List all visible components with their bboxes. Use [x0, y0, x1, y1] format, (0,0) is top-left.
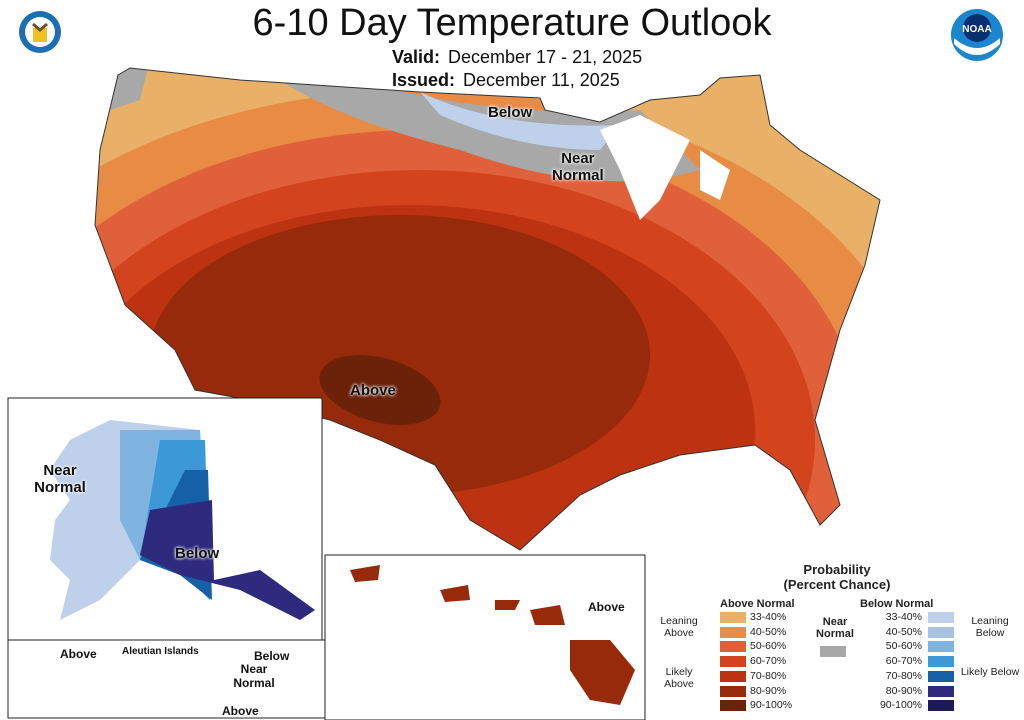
leaning-above-label: Leaning Above — [660, 615, 698, 639]
hawaii-above-label: Above — [588, 600, 625, 614]
above-swatch — [720, 656, 746, 668]
below-normal-header: Below Normal — [860, 598, 934, 610]
below-range-label: 90-100% — [879, 699, 922, 712]
aleutian-near-normal-label: Near Normal — [233, 662, 275, 690]
below-range-label: 70-80% — [885, 669, 922, 682]
above-range-label: 50-60% — [750, 640, 787, 653]
legend-subtitle: (Percent Chance) — [783, 577, 891, 592]
above-range-label: 60-70% — [750, 655, 787, 668]
above-range-label: 80-90% — [750, 684, 787, 697]
below-range-label: 50-60% — [885, 640, 922, 653]
probability-legend: Probability (Percent Chance) Above Normal… — [650, 560, 1024, 720]
above-swatch — [720, 700, 746, 712]
above-range-label: 90-100% — [750, 699, 793, 712]
below-swatch — [928, 700, 954, 712]
valid-label: Valid: — [392, 47, 441, 67]
leaning-below-label: Leaning Below — [971, 615, 1009, 639]
band-90-100 — [319, 355, 441, 425]
valid-dates: Valid: December 17 - 21, 2025 — [392, 47, 642, 68]
likely-below-label: Likely Below — [960, 666, 1020, 678]
below-swatch — [928, 656, 954, 668]
legend-title-text: Probability — [803, 562, 871, 577]
above-range-label: 33-40% — [750, 611, 787, 623]
below-swatch — [928, 626, 954, 638]
above-range-label: 40-50% — [750, 625, 787, 638]
above-swatch — [720, 612, 746, 623]
alaska-near-normal-label: Near Normal — [34, 462, 86, 496]
aleutian-below-label: Below — [254, 649, 290, 663]
issued-label: Issued: — [392, 70, 456, 90]
aleutian-title: Aleutian Islands — [122, 646, 199, 657]
below-swatch — [928, 612, 954, 623]
below-swatch — [928, 685, 954, 697]
issued-value: December 11, 2025 — [463, 70, 620, 90]
below-area — [420, 92, 620, 150]
below-range-label: 33-40% — [885, 611, 922, 623]
legend-title: Probability (Percent Chance) — [650, 562, 1024, 592]
conus-near-normal-label: Near Normal — [552, 150, 604, 184]
conus-above-label: Above — [350, 382, 396, 399]
below-range-label: 60-70% — [885, 655, 922, 668]
noaa-logo-text: NOAA — [962, 24, 991, 35]
great-lakes — [600, 115, 730, 220]
alaska-below-label: Below — [175, 545, 220, 562]
aleutian-above-label: Above — [222, 704, 259, 718]
valid-value: December 17 - 21, 2025 — [448, 47, 643, 67]
above-swatch — [720, 641, 746, 653]
hawaii-islands — [350, 565, 635, 705]
likely-above-label: Likely Above — [664, 666, 694, 690]
page-title: 6-10 Day Temperature Outlook — [252, 2, 772, 44]
above-range-label: 70-80% — [750, 669, 787, 682]
below-swatch — [928, 670, 954, 682]
above-normal-header: Above Normal — [720, 598, 795, 610]
conus-below-label: Below — [488, 104, 533, 121]
below-swatch — [928, 641, 954, 653]
below-range-label: 80-90% — [885, 684, 922, 697]
above-swatch — [720, 685, 746, 697]
issued-date: Issued: December 11, 2025 — [392, 70, 620, 91]
above-swatch — [720, 626, 746, 638]
below-range-label: 40-50% — [885, 625, 922, 638]
above-swatch — [720, 670, 746, 682]
noaa-logo: NOAA — [951, 9, 1003, 61]
near-normal-swatch — [820, 646, 846, 657]
doc-seal-logo — [19, 11, 61, 53]
near-normal-header: Near Normal — [816, 616, 854, 640]
aleutian-above-left-label: Above — [60, 647, 97, 661]
